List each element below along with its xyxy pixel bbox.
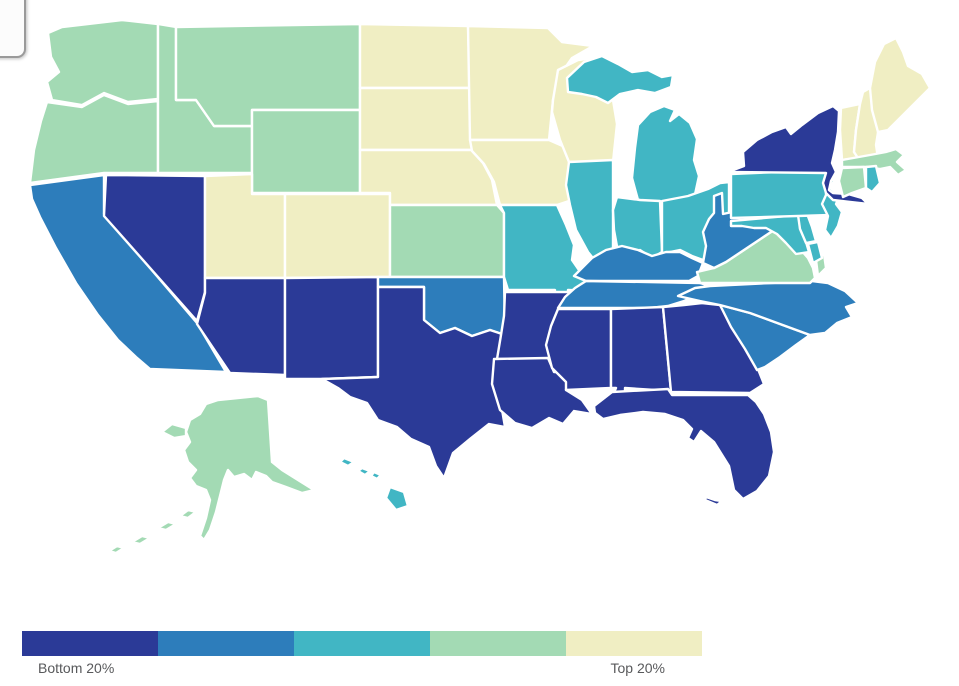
legend: Bottom 20% Top 20% — [22, 631, 702, 680]
legend-max-label: Top 20% — [610, 660, 665, 676]
legend-swatch-2 — [158, 631, 294, 656]
state-connecticut[interactable] — [837, 165, 868, 199]
state-hawaii[interactable] — [338, 456, 410, 512]
state-wyoming[interactable] — [250, 108, 362, 195]
state-florida[interactable] — [592, 387, 776, 507]
state-north-dakota[interactable] — [358, 22, 472, 90]
state-michigan[interactable] — [565, 54, 701, 204]
state-alaska[interactable] — [107, 394, 316, 555]
legend-swatch-1 — [22, 631, 158, 656]
state-kansas[interactable] — [388, 203, 506, 279]
legend-min-label: Bottom 20% — [38, 660, 115, 676]
state-texas[interactable] — [320, 285, 509, 480]
legend-color-scale — [22, 631, 702, 656]
legend-swatch-5 — [566, 631, 702, 656]
states-layer — [28, 18, 932, 555]
legend-swatch-3 — [294, 631, 430, 656]
state-new-york[interactable] — [726, 104, 870, 206]
state-pennsylvania[interactable] — [729, 168, 837, 220]
partial-corner-button[interactable] — [0, 0, 26, 58]
legend-labels: Bottom 20% Top 20% — [22, 660, 702, 680]
state-maine[interactable] — [868, 36, 932, 134]
state-south-dakota[interactable] — [358, 86, 474, 152]
state-washington[interactable] — [45, 18, 160, 107]
state-new-mexico[interactable] — [283, 275, 380, 381]
legend-swatch-4 — [430, 631, 566, 656]
state-rhode-island[interactable] — [864, 164, 882, 194]
state-colorado[interactable] — [283, 192, 392, 280]
state-oregon[interactable] — [28, 93, 160, 185]
